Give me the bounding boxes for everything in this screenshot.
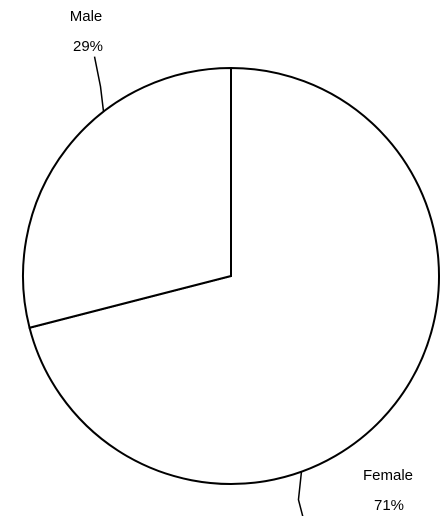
slice-value-male: 29% <box>73 38 103 55</box>
slice-label-male: Male <box>70 8 103 25</box>
slice-value-female: 71% <box>374 497 404 514</box>
pie-slice-female <box>28 66 440 485</box>
leader-line-female <box>297 471 304 516</box>
slice-label-female: Female <box>363 467 413 484</box>
leader-line-male <box>93 56 105 112</box>
pie-slice-male <box>22 66 232 329</box>
pie-slices <box>22 66 440 485</box>
leader-lines <box>93 56 304 516</box>
